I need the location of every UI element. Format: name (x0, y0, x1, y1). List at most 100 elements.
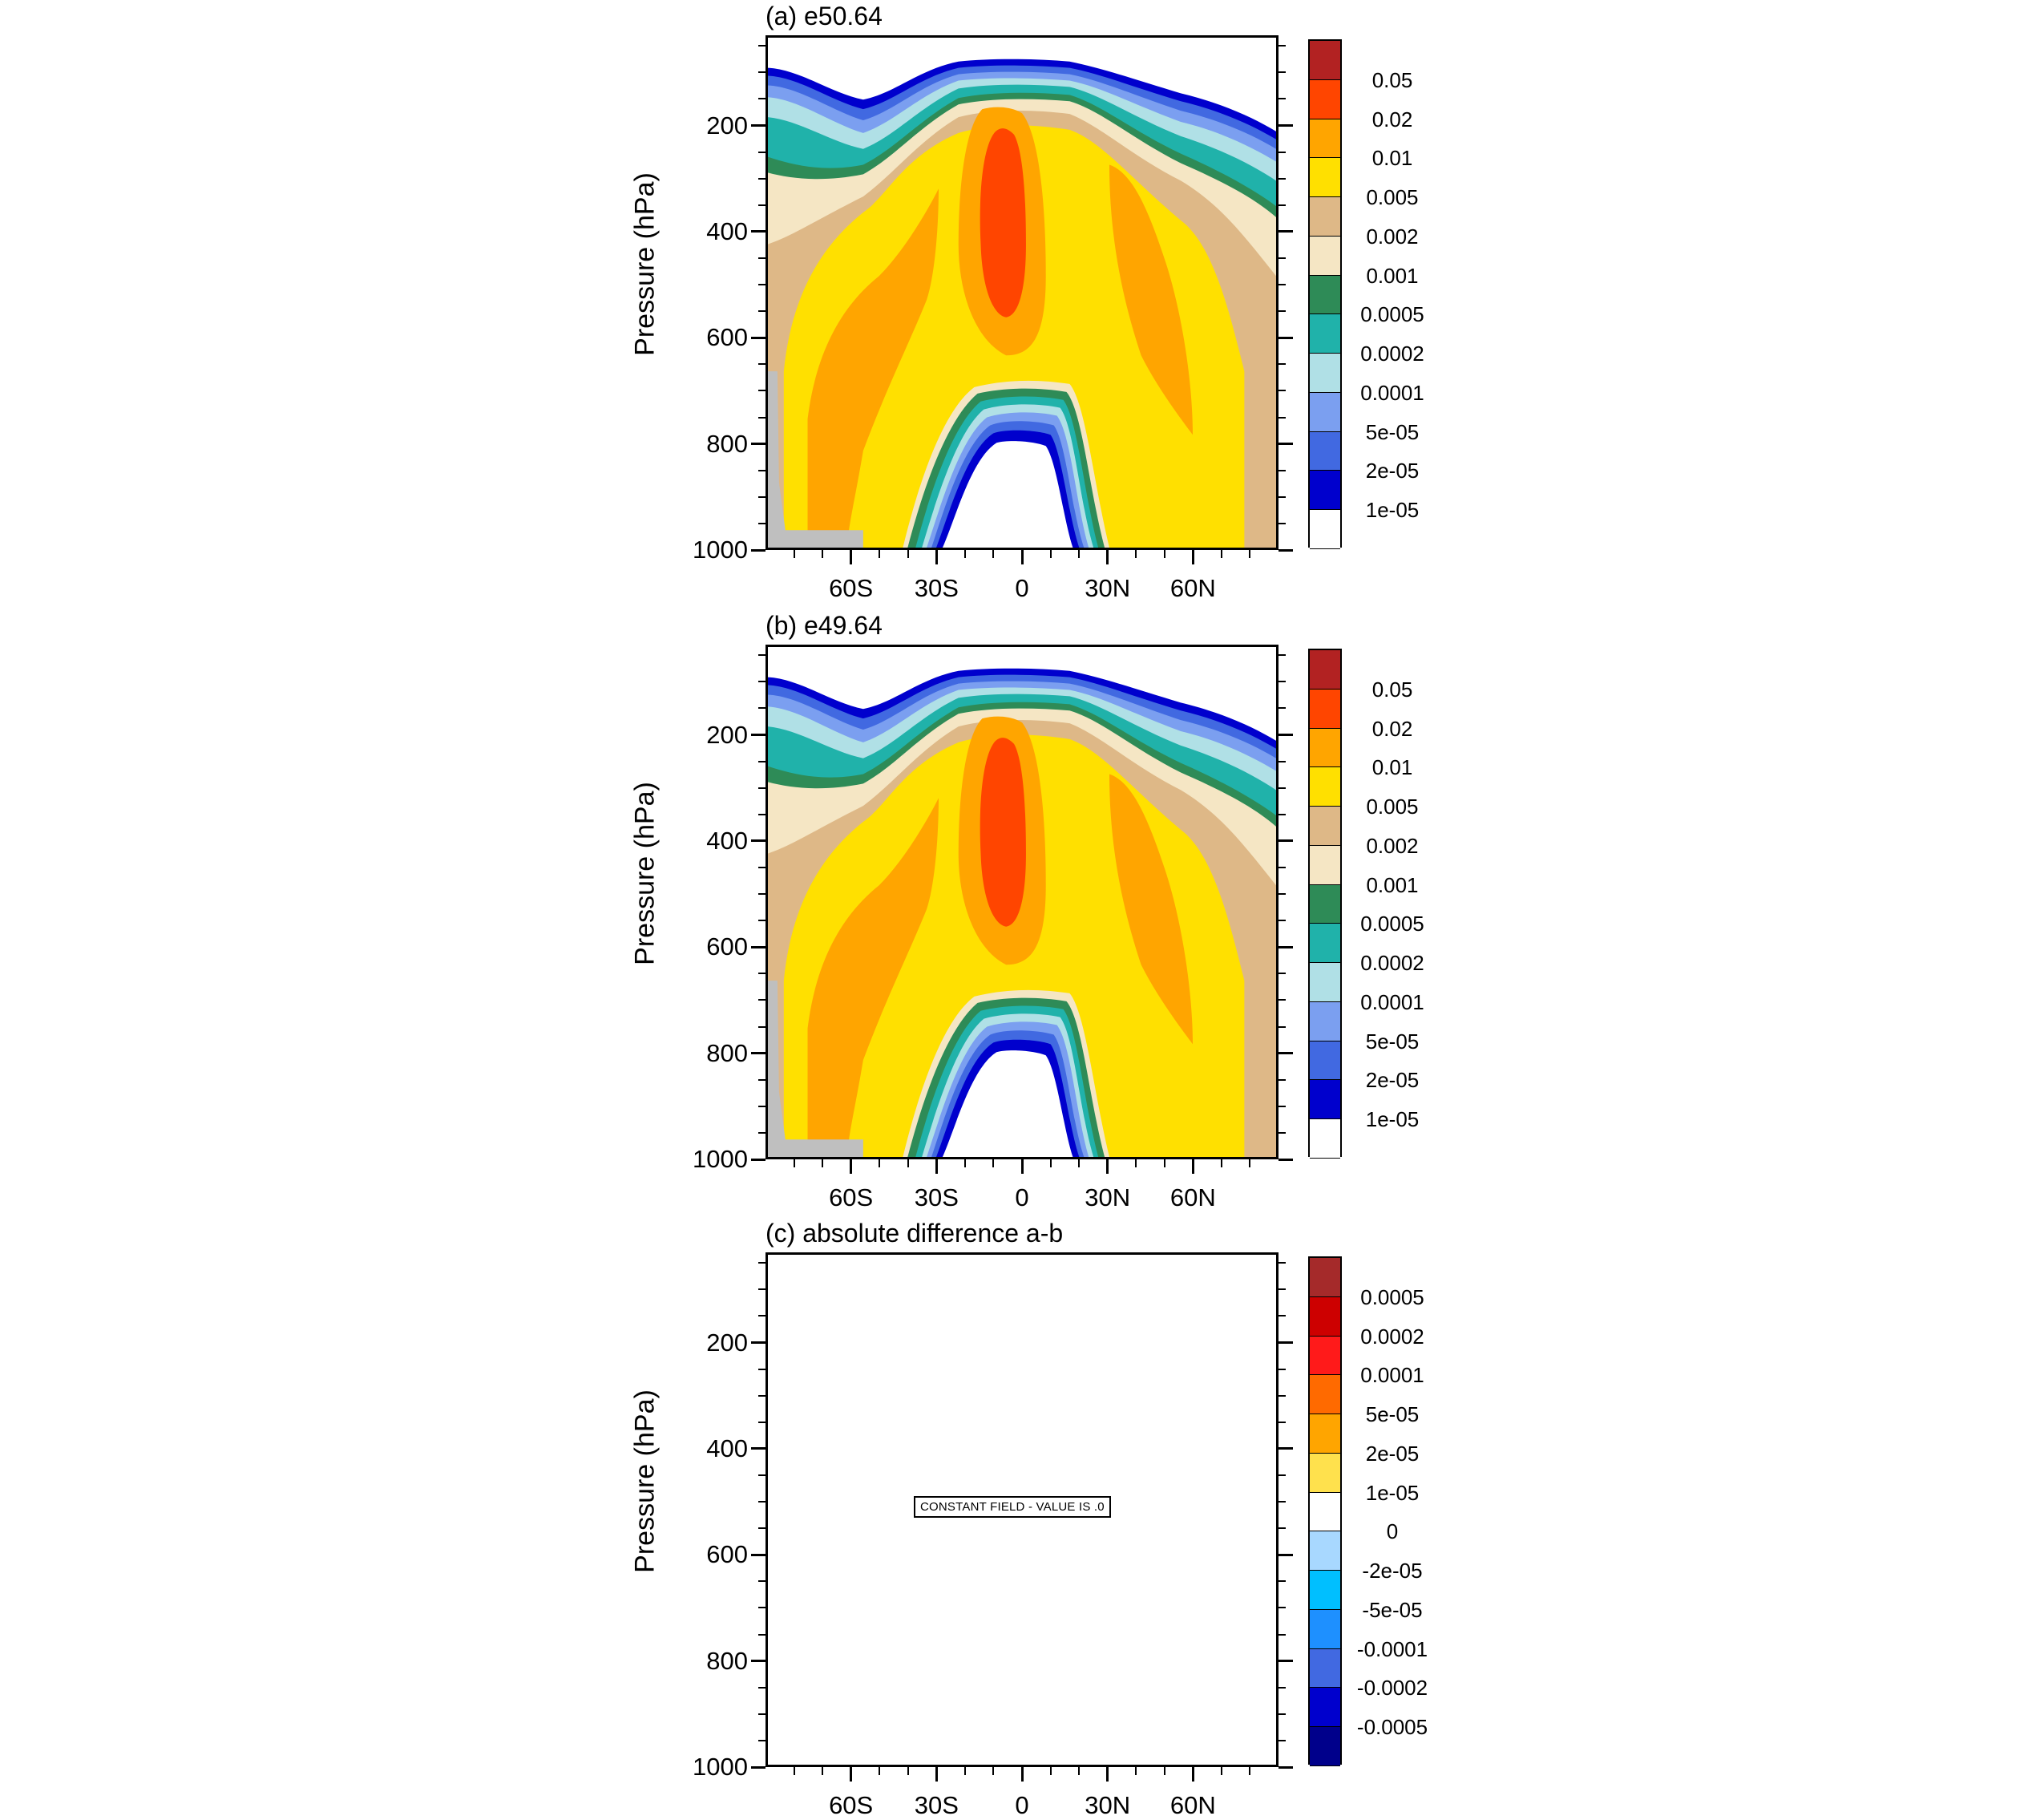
colorbar-swatch (1310, 1688, 1340, 1728)
y-major-tick (1279, 1158, 1293, 1161)
x-major-tick (935, 1159, 938, 1174)
y-minor-tick (1279, 1633, 1286, 1636)
panel-c-plot-area: CONSTANT FIELD - VALUE IS .0 (765, 1252, 1279, 1767)
y-minor-tick (1279, 416, 1286, 419)
y-minor-tick (1279, 654, 1286, 657)
colorbar-swatch (1310, 924, 1340, 964)
y-minor-tick (758, 1739, 765, 1741)
x-tick-label: 60S (829, 1791, 874, 1819)
y-minor-tick (758, 893, 765, 896)
panel-a-plot-area (765, 35, 1279, 550)
x-minor-tick (907, 550, 909, 558)
y-major-tick (751, 1660, 765, 1663)
panel-b-title: (b) e49.64 (765, 611, 883, 640)
y-minor-tick (758, 71, 765, 74)
y-minor-tick (758, 495, 765, 498)
y-minor-tick (758, 1025, 765, 1028)
y-tick-label: 800 (706, 1038, 748, 1067)
colorbar-label: -0.0005 (1356, 1715, 1428, 1740)
y-minor-tick (1279, 1368, 1286, 1370)
colorbar-swatch (1310, 471, 1340, 511)
x-minor-tick (1249, 550, 1251, 558)
colorbar-swatch (1310, 197, 1340, 237)
y-minor-tick (1279, 1527, 1286, 1530)
contour-band (1109, 164, 1193, 435)
y-major-tick (1279, 336, 1293, 339)
y-major-tick (1279, 548, 1293, 552)
contour-band (807, 798, 939, 1157)
y-tick-label: 1000 (693, 1753, 748, 1781)
y-minor-tick (1279, 760, 1286, 762)
colorbar-label: 5e-05 (1365, 419, 1420, 444)
x-tick-label: 60N (1169, 574, 1216, 602)
y-minor-tick (1279, 1394, 1286, 1397)
colorbar-swatch (1310, 275, 1340, 315)
x-minor-tick (1249, 1767, 1251, 1775)
colorbar-label: 1e-05 (1365, 498, 1420, 523)
y-tick-label: 400 (706, 826, 748, 855)
x-minor-tick (822, 1159, 824, 1167)
y-minor-tick (758, 1288, 765, 1291)
x-minor-tick (822, 550, 824, 558)
y-minor-tick (1279, 1105, 1286, 1107)
y-minor-tick (758, 1527, 765, 1530)
colorbar-label: 0.0001 (1360, 380, 1424, 405)
y-major-tick (751, 230, 765, 233)
y-major-tick (751, 839, 765, 843)
colorbar-label: 1e-05 (1365, 1480, 1420, 1505)
y-major-tick (751, 1553, 765, 1556)
y-minor-tick (1279, 522, 1286, 524)
y-minor-tick (1279, 257, 1286, 259)
y-minor-tick (758, 177, 765, 180)
y-minor-tick (1279, 866, 1286, 868)
colorbar-swatch (1310, 1296, 1340, 1337)
y-tick-label: 600 (706, 1540, 748, 1569)
colorbar-swatch (1310, 1648, 1340, 1689)
y-major-tick (1279, 1341, 1293, 1344)
y-minor-tick (758, 363, 765, 366)
y-tick-label: 200 (706, 1328, 748, 1357)
x-minor-tick (793, 1767, 795, 1775)
x-tick-label: 30S (914, 574, 959, 602)
y-minor-tick (1279, 98, 1286, 100)
y-major-tick (1279, 1765, 1293, 1769)
y-minor-tick (758, 1315, 765, 1317)
x-minor-tick (879, 1159, 881, 1167)
y-major-tick (751, 734, 765, 736)
colorbar-label: 0.0002 (1360, 1324, 1424, 1349)
y-minor-tick (758, 1580, 765, 1583)
panel-c: (c) absolute difference a-b Pressure (hP… (0, 1217, 2044, 1819)
colorbar-swatch (1310, 41, 1340, 80)
colorbar-swatch (1310, 1119, 1340, 1159)
y-major-tick (1279, 124, 1293, 127)
x-minor-tick (1220, 1767, 1222, 1775)
panel-b-colorbar: 0.05 0.02 0.01 0.005 0.002 0.001 0.0005 0.0002 0… (1308, 649, 1424, 1159)
y-minor-tick (758, 151, 765, 153)
x-minor-tick (907, 1159, 909, 1167)
y-minor-tick (1279, 707, 1286, 710)
x-minor-tick (1078, 1159, 1081, 1167)
y-major-tick (1279, 839, 1293, 843)
x-major-tick (1020, 550, 1024, 564)
y-major-tick (751, 1765, 765, 1769)
y-minor-tick (758, 681, 765, 683)
x-minor-tick (1220, 550, 1222, 558)
y-minor-tick (758, 1131, 765, 1134)
y-major-tick (751, 336, 765, 339)
y-minor-tick (758, 1607, 765, 1609)
colorbar-label: 0.05 (1371, 677, 1413, 702)
colorbar-label: 2e-05 (1365, 459, 1420, 483)
y-tick-label: 200 (706, 720, 748, 749)
y-minor-tick (1279, 1421, 1286, 1423)
colorbar-swatch (1310, 884, 1340, 924)
colorbar-label: 2e-05 (1365, 1441, 1420, 1466)
colorbar-swatch (1310, 1453, 1340, 1493)
x-minor-tick (1078, 550, 1081, 558)
y-minor-tick (758, 284, 765, 286)
x-major-tick (1020, 1767, 1024, 1782)
colorbar-label: 0.01 (1371, 146, 1413, 171)
x-minor-tick (1249, 1159, 1251, 1167)
colorbar-swatch (1310, 119, 1340, 159)
x-minor-tick (1220, 1159, 1222, 1167)
colorbar-swatch (1310, 1336, 1340, 1376)
